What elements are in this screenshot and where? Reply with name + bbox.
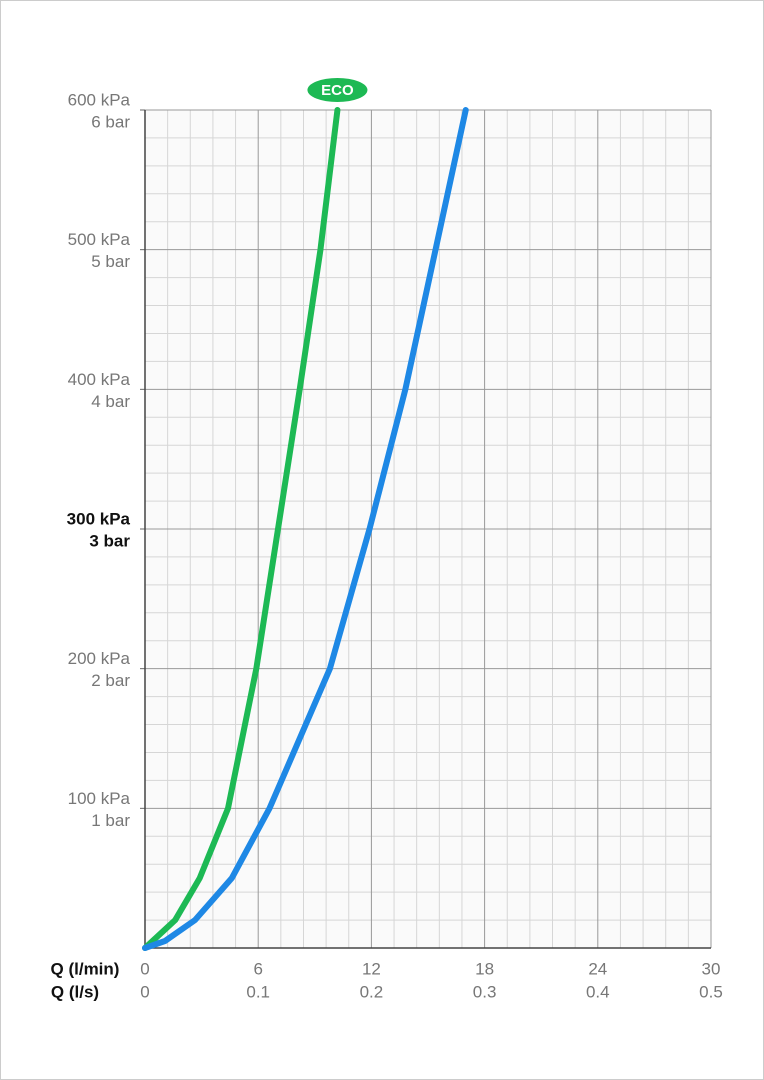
y-tick-label-bar: 4 bar (91, 392, 130, 411)
y-tick-label: 500 kPa (68, 230, 131, 249)
x2-tick-label: 0.5 (699, 982, 723, 1001)
x-tick-label: 30 (702, 959, 721, 978)
y-tick-label-bar: 1 bar (91, 811, 130, 830)
y-tick-label: 200 kPa (68, 649, 131, 668)
y-tick-label: 100 kPa (68, 789, 131, 808)
x2-axis-title: Q (l/s) (51, 982, 99, 1001)
x2-tick-label: 0.2 (360, 982, 384, 1001)
x2-tick-label: 0.4 (586, 982, 610, 1001)
x-tick-label: 18 (475, 959, 494, 978)
x-axis-title: Q (l/min) (51, 959, 120, 978)
x-tick-label: 6 (253, 959, 262, 978)
x2-tick-label: 0.3 (473, 982, 497, 1001)
y-tick-label-bar: 3 bar (89, 531, 130, 550)
x-tick-label: 0 (140, 959, 149, 978)
x-tick-label: 24 (588, 959, 607, 978)
y-tick-label: 600 kPa (68, 90, 131, 109)
y-tick-label-bar: 2 bar (91, 671, 130, 690)
series-badge (307, 78, 368, 102)
y-tick-label: 300 kPa (67, 509, 131, 528)
series-name: ECO (321, 82, 354, 99)
y-tick-label: 400 kPa (68, 370, 131, 389)
y-tick-label-bar: 5 bar (91, 252, 130, 271)
series-line (142, 107, 469, 951)
x2-tick-label: 0 (140, 982, 149, 1001)
x-tick-label: 12 (362, 959, 381, 978)
y-tick-label-bar: 6 bar (91, 112, 130, 131)
series-line (142, 107, 341, 951)
x2-tick-label: 0.1 (246, 982, 270, 1001)
